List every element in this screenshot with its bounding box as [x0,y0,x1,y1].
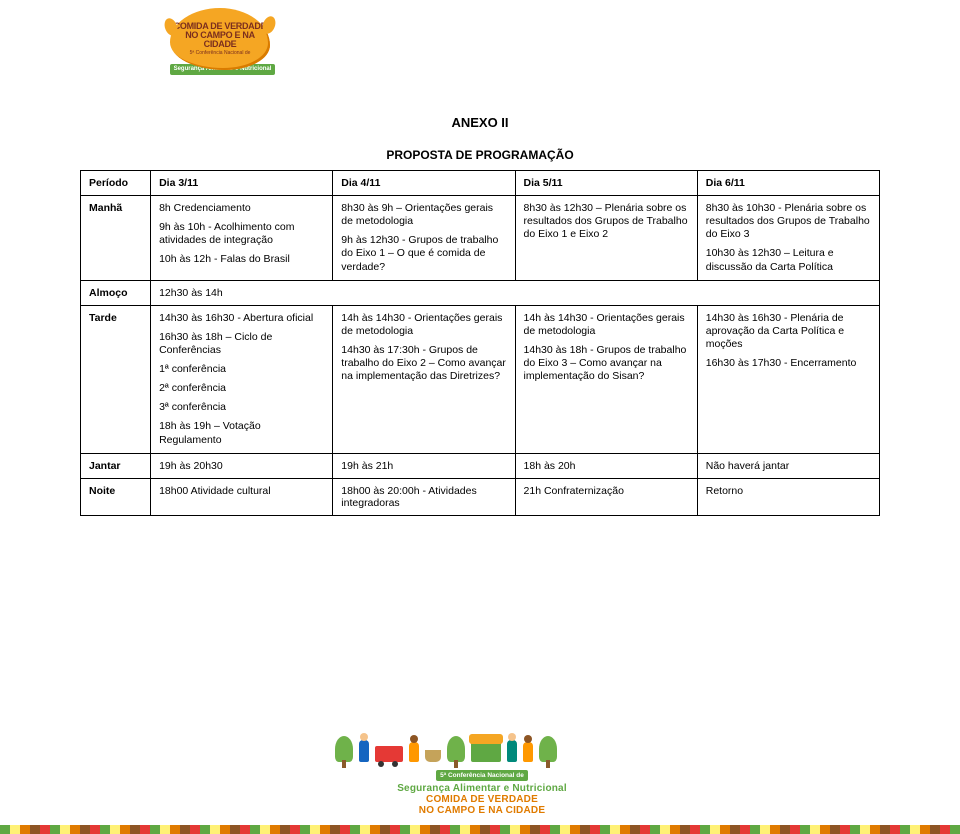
row-tarde: Tarde 14h30 às 16h30 - Abertura oficial … [81,305,880,453]
noite-d2: 18h00 às 20:00h - Atividades integradora… [333,478,515,515]
tarde-d3: 14h às 14h30 - Orientações gerais de met… [515,305,697,453]
cell-text: 10h30 às 12h30 – Leitura e discussão da … [706,247,871,273]
logo-main-text: COMIDA DE VERDADE NO CAMPO E NA CIDADE [170,22,270,49]
basket-icon [425,750,441,762]
table-header-row: Período Dia 3/11 Dia 4/11 Dia 5/11 Dia 6… [81,171,880,196]
row-noite: Noite 18h00 Atividade cultural 18h00 às … [81,478,880,515]
tree-icon [335,736,353,762]
cell-text: 8h30 às 10h30 - Plenária sobre os result… [706,202,871,241]
cell-text: 16h30 às 17h30 - Encerramento [706,357,871,370]
footer-logo-block: 5ª Conferência Nacional de Segurança Ali… [372,764,592,816]
manha-d3: 8h30 às 12h30 – Plenária sobre os result… [515,196,697,281]
row-jantar: Jantar 19h às 20h30 19h às 21h 18h às 20… [81,453,880,478]
cell-text: 14h30 às 16h30 - Plenária de aprovação d… [706,312,871,351]
tree-icon [447,736,465,762]
cell-text: 8h30 às 12h30 – Plenária sobre os result… [524,202,689,241]
label-jantar: Jantar [81,453,151,478]
stall-icon [471,742,501,762]
person-icon [523,742,533,762]
header-day2: Dia 4/11 [333,171,515,196]
cell-text: 1ª conferência [159,363,324,376]
schedule-table: Período Dia 3/11 Dia 4/11 Dia 5/11 Dia 6… [80,170,880,516]
tarde-d2: 14h às 14h30 - Orientações gerais de met… [333,305,515,453]
noite-d4: Retorno [697,478,879,515]
cart-icon [375,746,403,762]
manha-d2: 8h30 às 9h – Orientações gerais de metod… [333,196,515,281]
manha-d4: 8h30 às 10h30 - Plenária sobre os result… [697,196,879,281]
footer-com-line1: COMIDA DE VERDADE [372,794,592,805]
label-noite: Noite [81,478,151,515]
cell-text: 9h às 10h - Acolhimento com atividades d… [159,221,324,247]
footer-illustration [335,736,557,762]
jantar-d1: 19h às 20h30 [151,453,333,478]
cell-text: 14h às 14h30 - Orientações gerais de met… [341,312,506,338]
tarde-d4: 14h30 às 16h30 - Plenária de aprovação d… [697,305,879,453]
cell-text: 18h às 19h – Votação Regulamento [159,420,324,446]
cell-text: 16h30 às 18h – Ciclo de Conferências [159,331,324,357]
manha-d1: 8h Credenciamento 9h às 10h - Acolhiment… [151,196,333,281]
label-almoco: Almoço [81,280,151,305]
footer-stripe [0,825,960,834]
header-day4: Dia 6/11 [697,171,879,196]
footer: 5ª Conferência Nacional de Segurança Ali… [0,724,960,834]
cell-text: 14h30 às 17:30h - Grupos de trabalho do … [341,344,506,383]
footer-com-line2: NO CAMPO E NA CIDADE [372,805,592,816]
label-tarde: Tarde [81,305,151,453]
header-day1: Dia 3/11 [151,171,333,196]
footer-conf-line: 5ª Conferência Nacional de [436,770,528,781]
header-periodo: Período [81,171,151,196]
tree-icon [539,736,557,762]
noite-d1: 18h00 Atividade cultural [151,478,333,515]
noite-d3: 21h Confraternização [515,478,697,515]
cell-text: 2ª conferência [159,382,324,395]
almoco-span: 12h30 às 14h [151,280,880,305]
header-day3: Dia 5/11 [515,171,697,196]
logo-burst-icon: COMIDA DE VERDADE NO CAMPO E NA CIDADE 5… [170,8,270,70]
jantar-d3: 18h às 20h [515,453,697,478]
jantar-d2: 19h às 21h [333,453,515,478]
cell-text: 8h Credenciamento [159,202,324,215]
header-logo: COMIDA DE VERDADE NO CAMPO E NA CIDADE 5… [170,8,275,88]
logo-subtitle: 5ª Conferência Nacional de [190,50,251,56]
cell-text: 8h30 às 9h – Orientações gerais de metod… [341,202,506,228]
person-icon [409,742,419,762]
person-icon [507,740,517,762]
jantar-d4: Não haverá jantar [697,453,879,478]
cell-text: 14h30 às 18h - Grupos de trabalho do Eix… [524,344,689,383]
cell-text: 10h às 12h - Falas do Brasil [159,253,324,266]
cell-text: 14h às 14h30 - Orientações gerais de met… [524,312,689,338]
label-manha: Manhã [81,196,151,281]
row-almoco: Almoço 12h30 às 14h [81,280,880,305]
person-icon [359,740,369,762]
footer-seg-line: Segurança Alimentar e Nutricional [372,783,592,794]
cell-text: 14h30 às 16h30 - Abertura oficial [159,312,324,325]
row-manha: Manhã 8h Credenciamento 9h às 10h - Acol… [81,196,880,281]
section-title: PROPOSTA DE PROGRAMAÇÃO [0,148,960,162]
cell-text: 9h às 12h30 - Grupos de trabalho do Eixo… [341,234,506,273]
tarde-d1: 14h30 às 16h30 - Abertura oficial 16h30 … [151,305,333,453]
document-title: ANEXO II [0,115,960,130]
cell-text: 3ª conferência [159,401,324,414]
